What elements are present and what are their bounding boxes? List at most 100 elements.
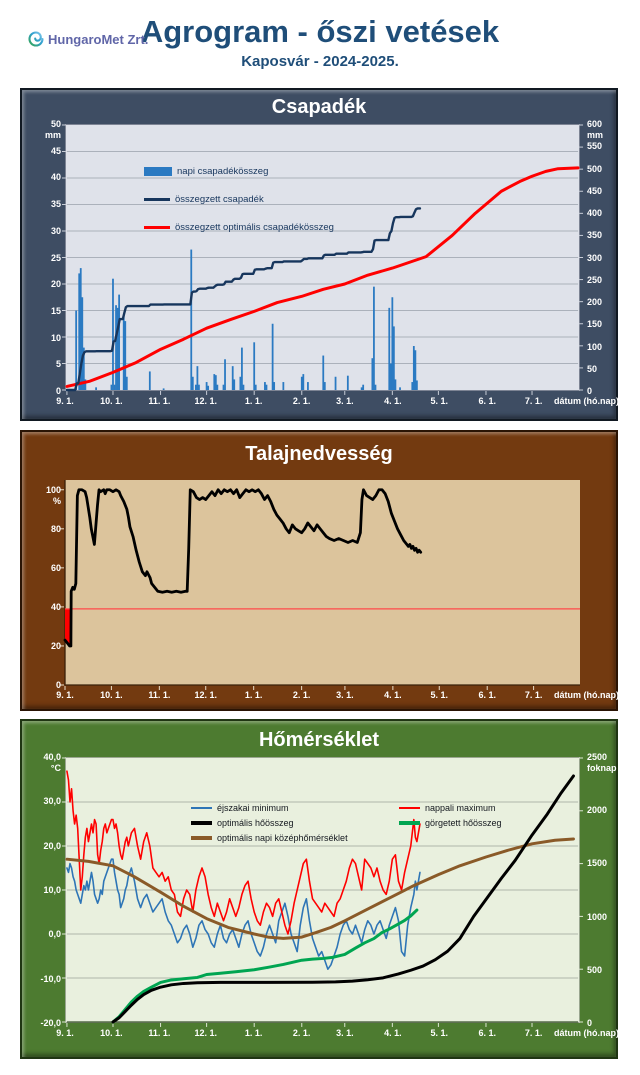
- plot-area-csapadek: napi csapadékösszeg összegzett csapadék ös…: [61, 124, 584, 395]
- y-axis-unit-label: mm: [44, 130, 61, 140]
- legend-item: éjszakai minimum: [191, 802, 399, 813]
- x-axis-tick-label: 4. 1.: [384, 690, 402, 700]
- precip-bar: [216, 384, 219, 390]
- legend-item: nappali maximum: [399, 802, 502, 813]
- precip-bar: [392, 326, 395, 390]
- legend-swatch: [191, 820, 212, 825]
- y-axis-tick-label: 100: [45, 484, 61, 495]
- y-axis-tick-label: 20: [50, 279, 61, 290]
- precip-bar: [116, 307, 119, 390]
- homerseklet-chart-svg: [61, 757, 584, 1027]
- legend-label: optimális hőösszeg: [217, 817, 294, 828]
- legend-label: görgetett hőösszeg: [425, 817, 502, 828]
- csapadek-chart-svg: [61, 124, 584, 395]
- precip-bar: [391, 297, 394, 390]
- legend-item: görgetett hőösszeg: [399, 817, 502, 828]
- x-axis-tick-label: 10. 1.: [100, 690, 123, 700]
- x-axis-tick-label: 3. 1.: [336, 1028, 354, 1038]
- plot-area-talajnedvesseg: [60, 480, 580, 690]
- precip-bar: [374, 384, 377, 390]
- y-axis-tick-label: 50: [587, 363, 598, 374]
- x-axis-tick-label: 1. 1.: [244, 690, 263, 700]
- x-axis-tick-label: 7. 1.: [524, 690, 543, 700]
- y-axis-unit-label: %: [52, 495, 61, 506]
- precip-bar: [265, 384, 268, 390]
- x-axis-tick-label: 7. 1.: [524, 1028, 543, 1038]
- precip-bar: [302, 374, 305, 390]
- precip-bar: [264, 382, 266, 390]
- legend-item: optimális hőösszeg: [191, 817, 399, 828]
- precip-bar: [78, 273, 81, 390]
- precip-bar: [205, 382, 208, 390]
- precip-bar: [242, 384, 245, 390]
- y-axis-tick-label: -20,0: [40, 1018, 61, 1028]
- y-axis-tick-label: 10,0: [43, 885, 61, 895]
- x-axis-tick-label: 5. 1.: [430, 396, 448, 406]
- page-title: Agrogram - őszi vetések: [140, 14, 500, 49]
- y-axis-tick-label: 25: [50, 252, 61, 263]
- precip-bar: [231, 366, 234, 390]
- legend-swatch: [191, 835, 212, 840]
- precip-bar: [254, 384, 257, 390]
- precip-bar: [162, 388, 165, 390]
- y-axis-tick-label: 2500: [587, 752, 608, 762]
- talajnedvesseg-chart-svg: [60, 480, 580, 690]
- legend-homerseklet: éjszakai minimum nappali maximum optimális…: [191, 802, 502, 843]
- y-axis-tick-label: 550: [587, 141, 603, 152]
- precip-bar: [115, 305, 117, 390]
- y-axis-tick-label: 500: [587, 163, 603, 174]
- legend-csapadek: napi csapadékösszeg összegzett csapadék ös…: [144, 166, 334, 233]
- precip-bar: [84, 379, 87, 390]
- y-axis-tick-label: 30: [50, 225, 61, 236]
- precip-bar: [322, 355, 325, 390]
- x-axis-tick-label: 1. 1.: [244, 1028, 263, 1038]
- x-axis-tick-label: 6. 1.: [478, 690, 496, 700]
- x-axis-tick-label: 4. 1.: [384, 1028, 402, 1038]
- precip-bar: [196, 366, 199, 390]
- precip-bar: [224, 359, 226, 390]
- precip-bar: [307, 382, 309, 390]
- x-axis-title: dátum (hó.nap): [554, 396, 619, 406]
- precip-bar: [371, 358, 374, 390]
- x-axis-tick-label: 9. 1.: [56, 396, 74, 406]
- y-axis-tick-label: 2000: [587, 805, 608, 816]
- legend-swatch: [399, 820, 420, 825]
- y-axis-tick-label: 80: [50, 523, 61, 534]
- y-axis-tick-label: 150: [587, 319, 603, 330]
- swirl-logo-icon: [28, 31, 44, 47]
- precip-bar: [125, 376, 128, 390]
- y-axis-tick-label: 45: [50, 145, 61, 156]
- x-axis-tick-label: 11. 1.: [148, 396, 171, 406]
- y-axis-tick-label: -10,0: [40, 973, 61, 984]
- precip-bar: [346, 375, 349, 390]
- precip-bar: [75, 310, 78, 390]
- legend-swatch: [144, 226, 170, 229]
- y-axis-unit-label: mm: [587, 130, 604, 140]
- y-axis-tick-label: 40,0: [43, 752, 61, 762]
- precip-bar: [148, 371, 151, 390]
- precip-bar: [253, 342, 256, 390]
- legend-label: összegzett optimális csapadékösszeg: [175, 222, 334, 233]
- y-axis-tick-label: 300: [587, 252, 603, 263]
- precip-bar: [190, 249, 193, 390]
- panel-csapadek: Csapadék napi csapadékösszeg összegzett c…: [20, 88, 619, 421]
- precip-bar: [373, 286, 375, 390]
- precip-bar: [239, 376, 242, 390]
- series-görgetett hőösszeg: [111, 908, 419, 1024]
- precip-bar: [300, 376, 303, 390]
- x-axis-tick-label: 12. 1.: [194, 1028, 217, 1038]
- y-axis-tick-label: 1500: [587, 858, 608, 869]
- precip-bar: [110, 384, 113, 390]
- series-összegzett csapadék: [65, 207, 422, 392]
- x-axis-tick-label: 2. 1.: [292, 690, 311, 700]
- precip-bar: [412, 346, 415, 390]
- y-axis-tick-label: 30,0: [43, 796, 61, 807]
- legend-item: napi csapadékösszeg: [144, 166, 334, 177]
- x-axis-title: dátum (hó.nap): [554, 690, 619, 700]
- series-összegzett optimális csapadékösszeg: [65, 166, 580, 388]
- x-axis-tick-label: 11. 1.: [148, 1028, 171, 1038]
- precip-bar: [271, 323, 274, 390]
- legend-label: éjszakai minimum: [217, 802, 289, 813]
- precip-bar: [191, 376, 194, 390]
- legend-item: optimális napi középhőmérséklet: [191, 832, 399, 843]
